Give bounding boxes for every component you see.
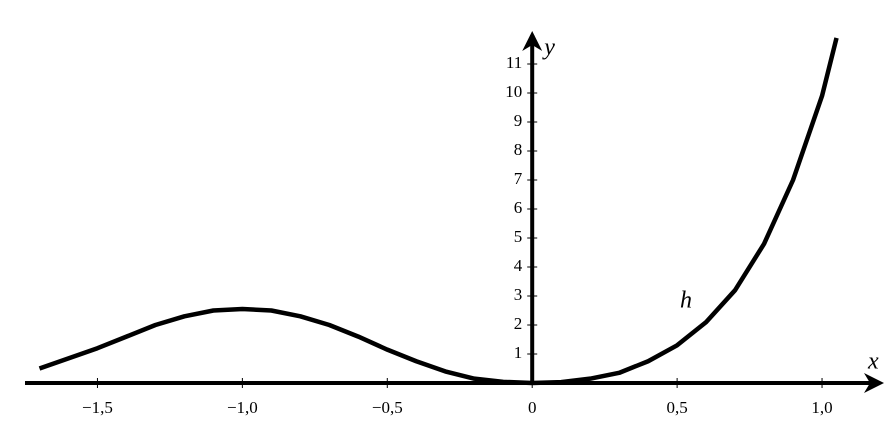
- y-tick-label: 9: [514, 111, 523, 130]
- x-tick-label: 1,0: [811, 398, 832, 417]
- y-tick-label: 2: [514, 314, 523, 333]
- x-tick-label: −1,0: [227, 398, 258, 417]
- y-tick-label: 5: [514, 227, 523, 246]
- curve: [38, 37, 839, 386]
- y-tick-label: 4: [514, 256, 523, 275]
- x-tick-label: −0,5: [372, 398, 403, 417]
- y-tick-label: 11: [506, 53, 522, 72]
- x-tick-label: 0: [528, 398, 537, 417]
- y-tick-label: 3: [514, 285, 523, 304]
- x-tick-label: 0,5: [666, 398, 687, 417]
- curve-label: h: [680, 288, 692, 314]
- y-tick-label: 6: [514, 198, 523, 217]
- x-axis-label: x: [867, 349, 879, 375]
- y-tick-label: 7: [514, 169, 523, 188]
- y-tick-label: 1: [514, 343, 523, 362]
- y-tick-label: 10: [505, 82, 522, 101]
- y-axis-label: y: [542, 35, 555, 61]
- y-tick-label: 8: [514, 140, 523, 159]
- x-tick-label: −1,5: [82, 398, 113, 417]
